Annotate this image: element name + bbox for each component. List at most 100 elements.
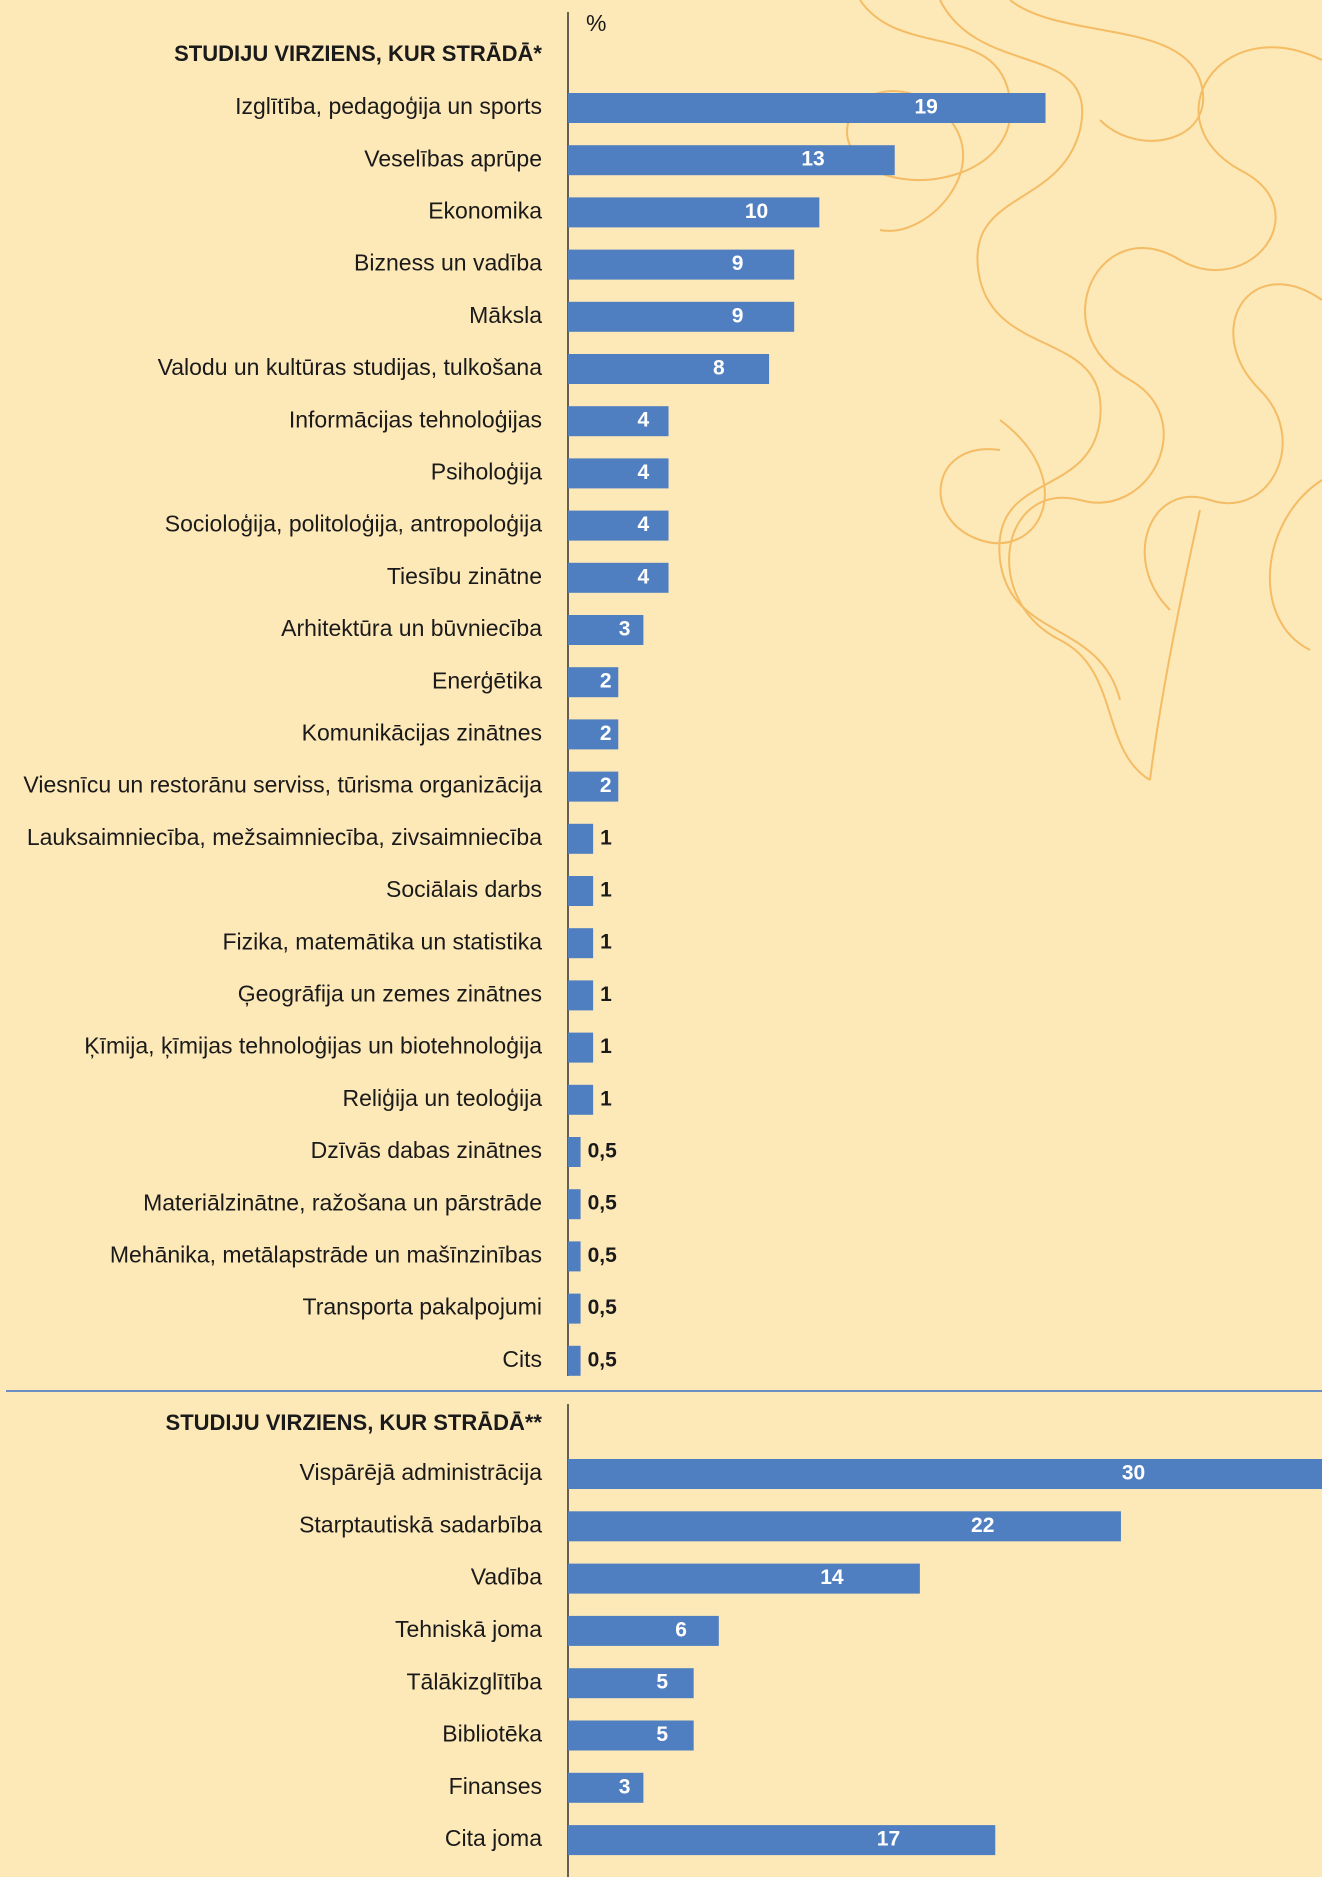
category-label: Veselības aprūpe — [364, 145, 542, 171]
value-label: 1 — [600, 879, 612, 902]
bar — [568, 1293, 581, 1324]
bar — [568, 1032, 594, 1063]
category-label: Fizika, matemātika un statistika — [222, 928, 542, 954]
category-label: Valodu un kultūras studijas, tulkošana — [158, 354, 543, 380]
value-label: 6 — [675, 1618, 687, 1641]
category-label: Izglītība, pedagoģija un sports — [235, 93, 542, 119]
category-label: Arhitektūra un būvniecība — [281, 615, 542, 641]
bar — [568, 1189, 581, 1220]
value-label: 2 — [600, 722, 612, 745]
bar — [568, 301, 795, 332]
category-label: Reliģija un teoloģija — [343, 1085, 543, 1111]
bar — [568, 615, 644, 645]
bar — [568, 1825, 996, 1856]
category-label: Enerģētika — [432, 667, 542, 693]
bar — [568, 876, 594, 906]
category-label: Ekonomika — [428, 197, 542, 223]
bar — [568, 1511, 1121, 1542]
value-label: 4 — [638, 461, 650, 484]
value-label: 5 — [656, 1671, 668, 1694]
category-label: Viesnīcu un restorānu serviss, tūrisma o… — [23, 772, 542, 798]
category-label: Bibliotēka — [442, 1721, 542, 1747]
category-label: Tehniskā joma — [395, 1616, 542, 1642]
category-label: Vispārējā administrācija — [300, 1459, 543, 1485]
value-label: 13 — [801, 148, 824, 171]
bar — [568, 823, 594, 854]
bar — [568, 1563, 920, 1594]
category-label: Psiholoģija — [431, 458, 542, 484]
category-label: Bizness un vadība — [354, 250, 542, 276]
value-label: 2 — [600, 670, 612, 693]
value-label: 4 — [638, 513, 650, 536]
category-label: Mehānika, metālapstrāde un mašīnzinības — [110, 1241, 542, 1267]
bar — [568, 93, 1046, 123]
bar — [568, 771, 619, 802]
value-label: 5 — [656, 1723, 668, 1746]
value-label: 3 — [619, 1775, 631, 1798]
bar — [568, 406, 669, 437]
value-label: 3 — [619, 618, 631, 641]
value-label: 22 — [971, 1514, 994, 1537]
bar — [568, 1459, 1322, 1489]
value-label: 9 — [732, 252, 744, 275]
category-label: Materiālzinātne, ražošana un pārstrāde — [143, 1189, 542, 1215]
category-label: Cits — [502, 1346, 542, 1372]
category-label: Tiesību zinātne — [387, 563, 542, 589]
value-label: 0,5 — [588, 1348, 618, 1371]
bar — [568, 354, 770, 384]
value-label: 19 — [914, 96, 937, 119]
bar — [568, 510, 669, 541]
value-label: 9 — [732, 304, 744, 327]
category-label: Finanses — [449, 1773, 542, 1799]
category-label: Socioloģija, politoloģija, antropoloģija — [165, 511, 542, 537]
category-label: Komunikācijas zinātnes — [302, 719, 542, 745]
bar — [568, 1772, 644, 1803]
unit-label: % — [586, 10, 606, 36]
section-title: STUDIJU VIRZIENS, KUR STRĀDĀ* — [174, 41, 542, 66]
bar — [568, 197, 820, 228]
bar — [568, 145, 895, 176]
value-label: 1 — [600, 1087, 612, 1110]
value-label: 30 — [1122, 1462, 1145, 1485]
value-label: 1 — [600, 931, 612, 954]
value-label: 2 — [600, 774, 612, 797]
value-label: 1 — [600, 1035, 612, 1058]
bar — [568, 1345, 581, 1376]
bar — [568, 1668, 694, 1699]
value-label: 0,5 — [588, 1140, 618, 1163]
value-label: 8 — [713, 357, 725, 380]
category-label: Transporta pakalpojumi — [303, 1294, 543, 1320]
category-label: Ķīmija, ķīmijas tehnoloģijas un biotehno… — [84, 1033, 542, 1059]
category-label: Sociālais darbs — [386, 876, 542, 902]
category-label: Ģeogrāfija un zemes zinātnes — [238, 980, 542, 1006]
category-label: Starptautiskā sadarbība — [299, 1511, 542, 1537]
bar — [568, 562, 669, 593]
bar — [568, 1720, 694, 1751]
decoration — [846, 0, 1322, 781]
value-label: 0,5 — [588, 1192, 618, 1215]
bar — [568, 928, 594, 959]
bar — [568, 1241, 581, 1272]
value-label: 14 — [820, 1566, 844, 1589]
bar — [568, 1615, 719, 1646]
value-label: 1 — [600, 983, 612, 1006]
section-title: STUDIJU VIRZIENS, KUR STRĀDĀ** — [166, 1410, 543, 1435]
category-label: Tālākizglītība — [406, 1668, 542, 1694]
category-label: Vadība — [471, 1564, 542, 1590]
bar — [568, 667, 619, 698]
category-label: Lauksaimniecība, mežsaimniecība, zivsaim… — [27, 824, 542, 850]
category-label: Dzīvās dabas zinātnes — [311, 1137, 542, 1163]
value-label: 10 — [745, 200, 768, 223]
bar — [568, 249, 795, 280]
bar — [568, 1137, 581, 1167]
bar — [568, 719, 619, 750]
value-label: 0,5 — [588, 1244, 618, 1267]
category-label: Informācijas tehnoloģijas — [289, 406, 542, 432]
value-label: 1 — [600, 826, 612, 849]
bar — [568, 458, 669, 489]
value-label: 0,5 — [588, 1296, 618, 1319]
value-label: 17 — [877, 1828, 900, 1851]
value-label: 4 — [638, 565, 650, 588]
category-label: Māksla — [469, 302, 542, 328]
